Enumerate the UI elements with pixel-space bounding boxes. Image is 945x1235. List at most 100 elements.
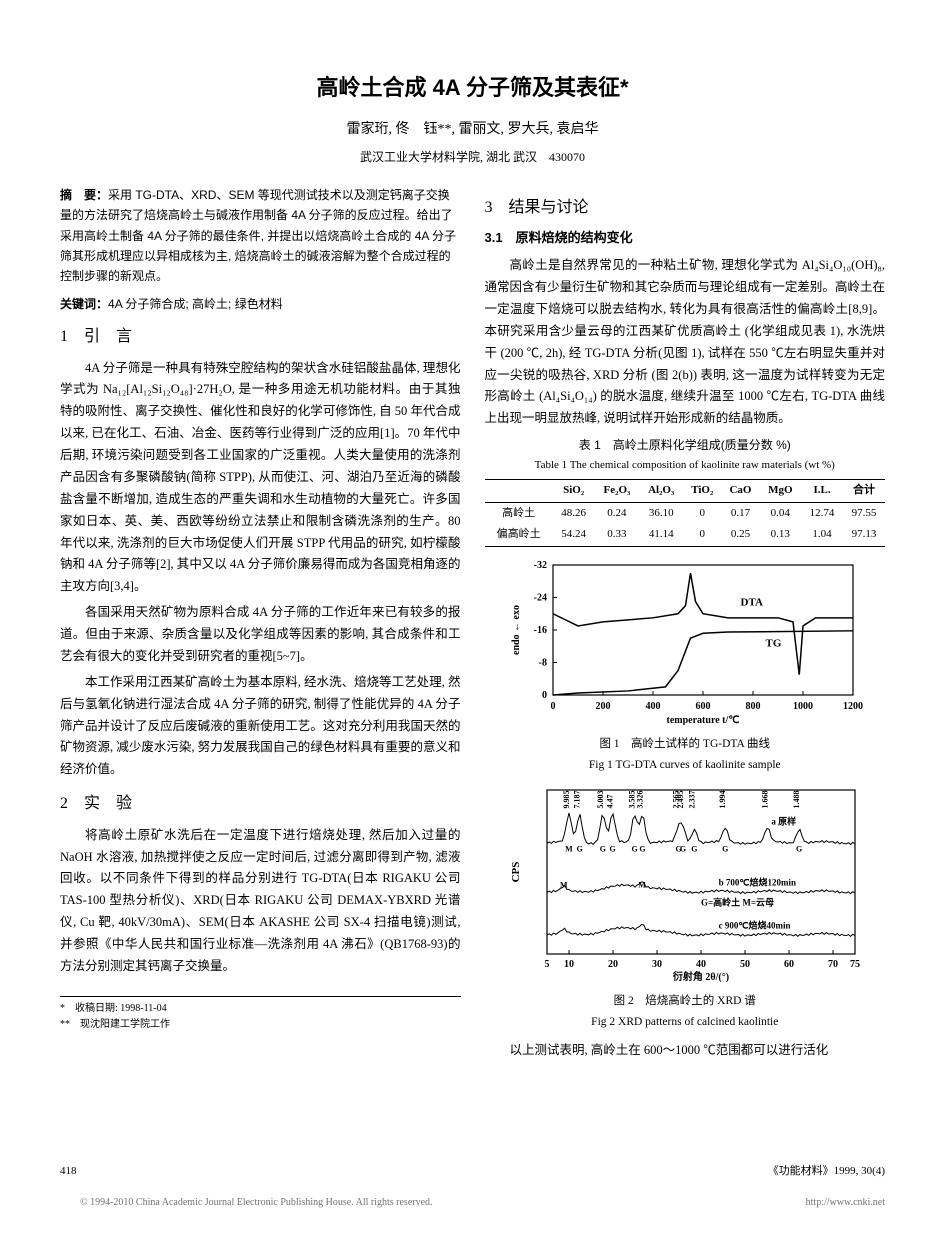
- svg-text:G: G: [609, 845, 615, 854]
- svg-text:400: 400: [645, 701, 660, 712]
- svg-text:endo ← exo: endo ← exo: [511, 605, 522, 655]
- abstract: 摘 要：采用 TG-DTA、XRD、SEM 等现代测试技术以及测定钙离子交换量的…: [60, 185, 461, 287]
- figure-2-caption-en: Fig 2 XRD patterns of calcined kaolintie: [485, 1013, 886, 1031]
- svg-text:5.003: 5.003: [596, 791, 605, 809]
- page-footer: 418 《功能材料》1999, 30(4): [60, 1163, 885, 1181]
- svg-text:M: M: [565, 845, 573, 854]
- section-1-heading: 1 引 言: [60, 324, 461, 350]
- svg-text:temperature t/℃: temperature t/℃: [666, 715, 739, 725]
- left-column: 摘 要：采用 TG-DTA、XRD、SEM 等现代测试技术以及测定钙离子交换量的…: [60, 185, 461, 1066]
- figure-2-caption-cn: 图 2 焙烧高岭土的 XRD 谱: [485, 992, 886, 1010]
- figure-1-svg: 0 200 400 600 800 1000 1200 0 -8 -16 -24 -32 tempera…: [505, 555, 865, 725]
- journal-ref: 《功能材料》1999, 30(4): [768, 1163, 885, 1181]
- svg-text:-24: -24: [533, 592, 546, 603]
- section-3-title: 结果与讨论: [509, 199, 589, 216]
- svg-text:20: 20: [608, 959, 618, 970]
- authors: 雷家珩, 佟 钰**, 雷丽文, 罗大兵, 袁启华: [60, 119, 885, 141]
- svg-text:衍射角 2θ/(°): 衍射角 2θ/(°): [672, 970, 729, 982]
- subsection-31-num: 3.1: [485, 230, 503, 245]
- svg-text:G: G: [600, 845, 606, 854]
- title-block: 高岭土合成 4A 分子筛及其表征* 雷家珩, 佟 钰**, 雷丽文, 罗大兵, …: [60, 70, 885, 167]
- svg-text:40: 40: [696, 959, 706, 970]
- svg-text:0: 0: [542, 690, 547, 701]
- figure-2: 5 10 20 30 40 50 60 70 75 衍射角 2θ/(°) CPS 9.9857.187…: [485, 782, 886, 1032]
- svg-text:0: 0: [550, 701, 555, 712]
- svg-text:TG: TG: [765, 637, 781, 649]
- svg-text:1.994: 1.994: [718, 791, 727, 809]
- subsection-31-heading: 3.1 原料焙烧的结构变化: [485, 228, 886, 249]
- svg-text:1.668: 1.668: [760, 791, 769, 809]
- svg-text:CPS: CPS: [510, 862, 522, 883]
- svg-text:10: 10: [564, 959, 574, 970]
- section-3-heading: 3 结果与讨论: [485, 195, 886, 221]
- para-2: 各国采用天然矿物为原料合成 4A 分子筛的工作近年来已有较多的报道。但由于来源、…: [60, 602, 461, 668]
- footnotes: * 收稿日期: 1998-11-04 ** 现沈阳建工学院工作: [60, 996, 461, 1033]
- svg-text:DTA: DTA: [740, 596, 762, 608]
- svg-text:1.488: 1.488: [792, 791, 801, 809]
- svg-text:50: 50: [740, 959, 750, 970]
- copyright-line: © 1994-2010 China Academic Journal Elect…: [80, 1195, 885, 1211]
- svg-text:1200: 1200: [843, 701, 863, 712]
- svg-text:G: G: [796, 845, 802, 854]
- svg-text:-16: -16: [533, 625, 546, 636]
- para-5: 高岭土是自然界常见的一种粘土矿物, 理想化学式为 Al₄Si₄O₁₀(OH)₈,…: [485, 255, 886, 430]
- figure-1: 0 200 400 600 800 1000 1200 0 -8 -16 -24 -32 tempera…: [485, 555, 886, 775]
- keywords: 关键词：4A 分子筛合成; 高岭土; 绿色材料: [60, 295, 461, 314]
- svg-text:b 700℃焙烧120min: b 700℃焙烧120min: [718, 877, 795, 888]
- subsection-31-title: 原料焙烧的结构变化: [516, 230, 633, 245]
- section-1-num: 1: [60, 328, 68, 345]
- right-column: 3 结果与讨论 3.1 原料焙烧的结构变化 高岭土是自然界常见的一种粘土矿物, …: [485, 185, 886, 1066]
- svg-text:30: 30: [652, 959, 662, 970]
- table1-caption-cn: 表 1 高岭土原料化学组成(质量分数 %): [485, 436, 886, 455]
- para-1: 4A 分子筛是一种具有特殊空腔结构的架状含水硅铝酸盐晶体, 理想化学式为 Na₁…: [60, 358, 461, 599]
- abstract-text: 采用 TG-DTA、XRD、SEM 等现代测试技术以及测定钙离子交换量的方法研究…: [60, 188, 456, 284]
- section-2-heading: 2 实 验: [60, 791, 461, 817]
- svg-text:G: G: [631, 845, 637, 854]
- svg-text:1000: 1000: [793, 701, 813, 712]
- svg-text:G: G: [722, 845, 728, 854]
- section-3-num: 3: [485, 199, 493, 216]
- svg-text:-32: -32: [533, 560, 546, 571]
- svg-text:a 原样: a 原样: [771, 816, 796, 827]
- section-2-num: 2: [60, 795, 68, 812]
- svg-text:G: G: [680, 845, 686, 854]
- para-4: 将高岭土原矿水洗后在一定温度下进行焙烧处理, 然后加入过量的 NaOH 水溶液,…: [60, 825, 461, 978]
- copyright-url: http://www.cnki.net: [806, 1195, 885, 1211]
- svg-text:-8: -8: [538, 657, 546, 668]
- svg-text:c 900℃焙烧40min: c 900℃焙烧40min: [718, 920, 790, 931]
- svg-text:600: 600: [695, 701, 710, 712]
- svg-text:2.337: 2.337: [687, 791, 696, 809]
- svg-text:M: M: [560, 881, 568, 890]
- affiliation: 武汉工业大学材料学院, 湖北 武汉 430070: [60, 148, 885, 167]
- figure-1-caption-cn: 图 1 高岭土试样的 TG-DTA 曲线: [485, 735, 886, 753]
- svg-text:7.187: 7.187: [572, 791, 581, 809]
- section-1-title: 引 言: [84, 328, 132, 345]
- table-1: SiO₂Fe₂O₃Al₂O₃TiO₂CaOMgOI.L.合计 高岭土48.260…: [485, 479, 886, 547]
- svg-text:60: 60: [784, 959, 794, 970]
- keywords-label: 关键词：: [60, 297, 108, 311]
- svg-text:3.326: 3.326: [635, 791, 644, 809]
- footnote-2: ** 现沈阳建工学院工作: [60, 1017, 461, 1033]
- copyright-text: © 1994-2010 China Academic Journal Elect…: [80, 1195, 433, 1211]
- two-column-content: 摘 要：采用 TG-DTA、XRD、SEM 等现代测试技术以及测定钙离子交换量的…: [60, 185, 885, 1066]
- svg-text:5: 5: [544, 959, 549, 970]
- svg-text:4.47: 4.47: [605, 795, 614, 809]
- svg-text:9.985: 9.985: [562, 791, 571, 809]
- svg-text:G: G: [691, 845, 697, 854]
- keywords-text: 4A 分子筛合成; 高岭土; 绿色材料: [108, 297, 283, 311]
- abstract-label: 摘 要：: [60, 188, 108, 202]
- svg-text:2.495: 2.495: [676, 791, 685, 809]
- footnote-1: * 收稿日期: 1998-11-04: [60, 1001, 461, 1017]
- svg-text:G: G: [576, 845, 582, 854]
- para-6: 以上测试表明, 高岭土在 600～1000 ℃范围都可以进行活化: [485, 1040, 886, 1062]
- para-3: 本工作采用江西某矿高岭土为基本原料, 经水洗、焙烧等工艺处理, 然后与氢氧化钠进…: [60, 672, 461, 781]
- svg-text:800: 800: [745, 701, 760, 712]
- figure-2-svg: 5 10 20 30 40 50 60 70 75 衍射角 2θ/(°) CPS 9.9857.187…: [505, 782, 865, 982]
- section-2-title: 实 验: [84, 795, 132, 812]
- svg-text:70: 70: [828, 959, 838, 970]
- svg-text:M: M: [638, 881, 646, 890]
- svg-text:200: 200: [595, 701, 610, 712]
- page-number: 418: [60, 1163, 77, 1181]
- svg-text:75: 75: [850, 959, 860, 970]
- svg-text:G: G: [639, 845, 645, 854]
